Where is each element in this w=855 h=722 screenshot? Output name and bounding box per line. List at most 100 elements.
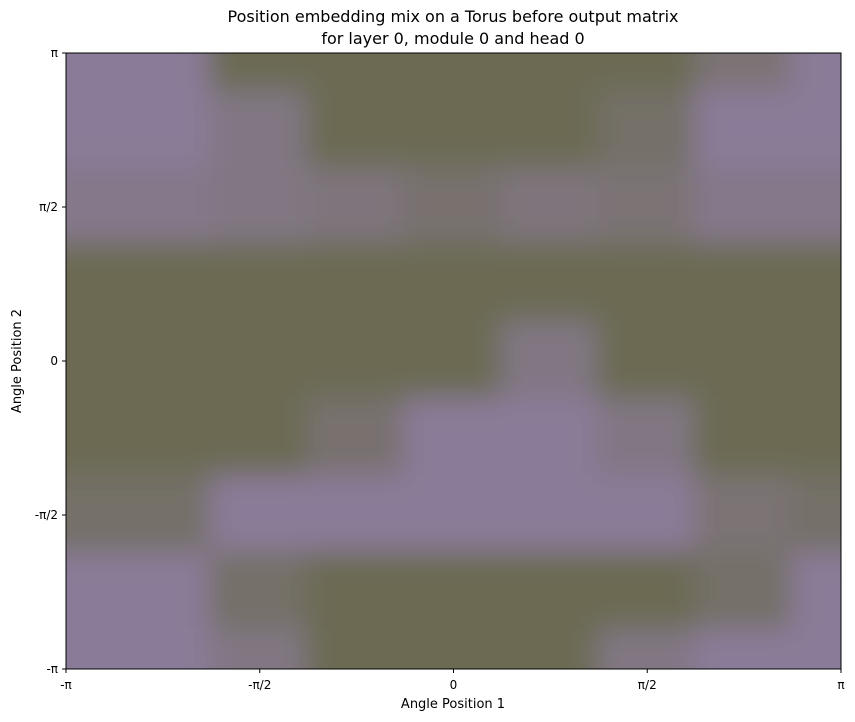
heatmap-cell (790, 166, 841, 248)
heatmap-cell (66, 397, 117, 479)
heatmap-cell (693, 628, 795, 669)
heatmap-cell (66, 474, 117, 556)
heatmap-cell (112, 89, 214, 171)
heatmap-cell (306, 628, 408, 669)
heatmap-cell (209, 53, 311, 94)
heatmap-cell (693, 166, 795, 248)
plot-area (66, 53, 841, 669)
heatmap-cell (112, 628, 214, 669)
chart-title-line-1: Position embedding mix on a Torus before… (227, 7, 678, 26)
heatmap-cell (499, 474, 601, 556)
heatmap-cell (790, 243, 841, 325)
heatmap-cell (66, 243, 117, 325)
heatmap-cell (66, 628, 117, 669)
heatmap-cell (209, 243, 311, 325)
heatmap-cell (66, 89, 117, 171)
heatmap-cell (693, 320, 795, 402)
heatmap-cell (596, 320, 698, 402)
heatmap-cell (209, 628, 311, 669)
heatmap-cell (499, 320, 601, 402)
heatmap-cell (596, 551, 698, 633)
heatmap-cell (209, 89, 311, 171)
heatmap-cell (596, 53, 698, 94)
heatmap-cell (596, 474, 698, 556)
x-tick-label: π/2 (638, 678, 657, 692)
heatmap-cell (499, 166, 601, 248)
x-tick-label: -π (60, 678, 72, 692)
heatmap-cell (693, 551, 795, 633)
heatmap-cell (403, 551, 504, 633)
heatmap-cell (306, 474, 408, 556)
heatmap-cell (66, 166, 117, 248)
heatmap-cell (209, 397, 311, 479)
heatmap-cell (209, 320, 311, 402)
heatmap-cell (209, 166, 311, 248)
heatmap-cell (499, 397, 601, 479)
heatmap-cell (403, 320, 504, 402)
heatmap-cell (596, 166, 698, 248)
heatmap-cell (693, 243, 795, 325)
heatmap-cell (790, 474, 841, 556)
x-tick-label: 0 (450, 678, 458, 692)
heatmap-cell (112, 53, 214, 94)
heatmap-cell (403, 628, 504, 669)
heatmap-cell (306, 551, 408, 633)
heatmap-cell (499, 53, 601, 94)
heatmap-cell (306, 243, 408, 325)
heatmap-cell (112, 474, 214, 556)
heatmap-cell (112, 397, 214, 479)
heatmap-cell (693, 89, 795, 171)
heatmap-cell (499, 551, 601, 633)
heatmap-cell (499, 89, 601, 171)
heatmap-cell (499, 628, 601, 669)
heatmap-cell (403, 243, 504, 325)
y-tick-label: π (51, 46, 58, 60)
heatmap-cell (790, 53, 841, 94)
heatmap-cell (306, 166, 408, 248)
heatmap-cells (66, 53, 841, 669)
y-tick-label: -π (46, 662, 58, 676)
heatmap-cell (112, 551, 214, 633)
heatmap-cell (596, 243, 698, 325)
heatmap-cell (306, 397, 408, 479)
heatmap-cell (790, 89, 841, 171)
heatmap-cell (790, 628, 841, 669)
x-axis-ticks: -π -π/2 0 π/2 π (60, 669, 845, 692)
heatmap-cell (499, 243, 601, 325)
chart-title-line-2: for layer 0, module 0 and head 0 (321, 29, 584, 48)
heatmap-cell (596, 628, 698, 669)
heatmap-cell (306, 89, 408, 171)
heatmap-cell (403, 474, 504, 556)
heatmap-cell (112, 243, 214, 325)
heatmap-cell (596, 397, 698, 479)
heatmap-cell (306, 53, 408, 94)
x-axis-label: Angle Position 1 (401, 697, 505, 712)
heatmap-cell (693, 474, 795, 556)
heatmap-cell (403, 397, 504, 479)
y-tick-label: -π/2 (35, 508, 58, 522)
heatmap-cell (112, 166, 214, 248)
y-tick-label: π/2 (39, 200, 58, 214)
heatmap-cell (66, 320, 117, 402)
y-tick-label: 0 (50, 354, 58, 368)
heatmap-cell (66, 551, 117, 633)
heatmap-cell (403, 53, 504, 94)
x-tick-label: -π/2 (248, 678, 271, 692)
heatmap-cell (693, 397, 795, 479)
heatmap-cell (790, 397, 841, 479)
heatmap-cell (403, 89, 504, 171)
heatmap-cell (209, 474, 311, 556)
y-axis-label: Angle Position 2 (10, 309, 25, 413)
heatmap-cell (790, 551, 841, 633)
heatmap-cell (790, 320, 841, 402)
heatmap-cell (596, 89, 698, 171)
heatmap-cell (693, 53, 795, 94)
heatmap-cell (209, 551, 311, 633)
y-axis-ticks: -π -π/2 0 π/2 π (35, 46, 66, 676)
heatmap-cell (306, 320, 408, 402)
heatmap-cell (66, 53, 117, 94)
heatmap-cell (403, 166, 504, 248)
x-tick-label: π (837, 678, 844, 692)
heatmap-cell (112, 320, 214, 402)
